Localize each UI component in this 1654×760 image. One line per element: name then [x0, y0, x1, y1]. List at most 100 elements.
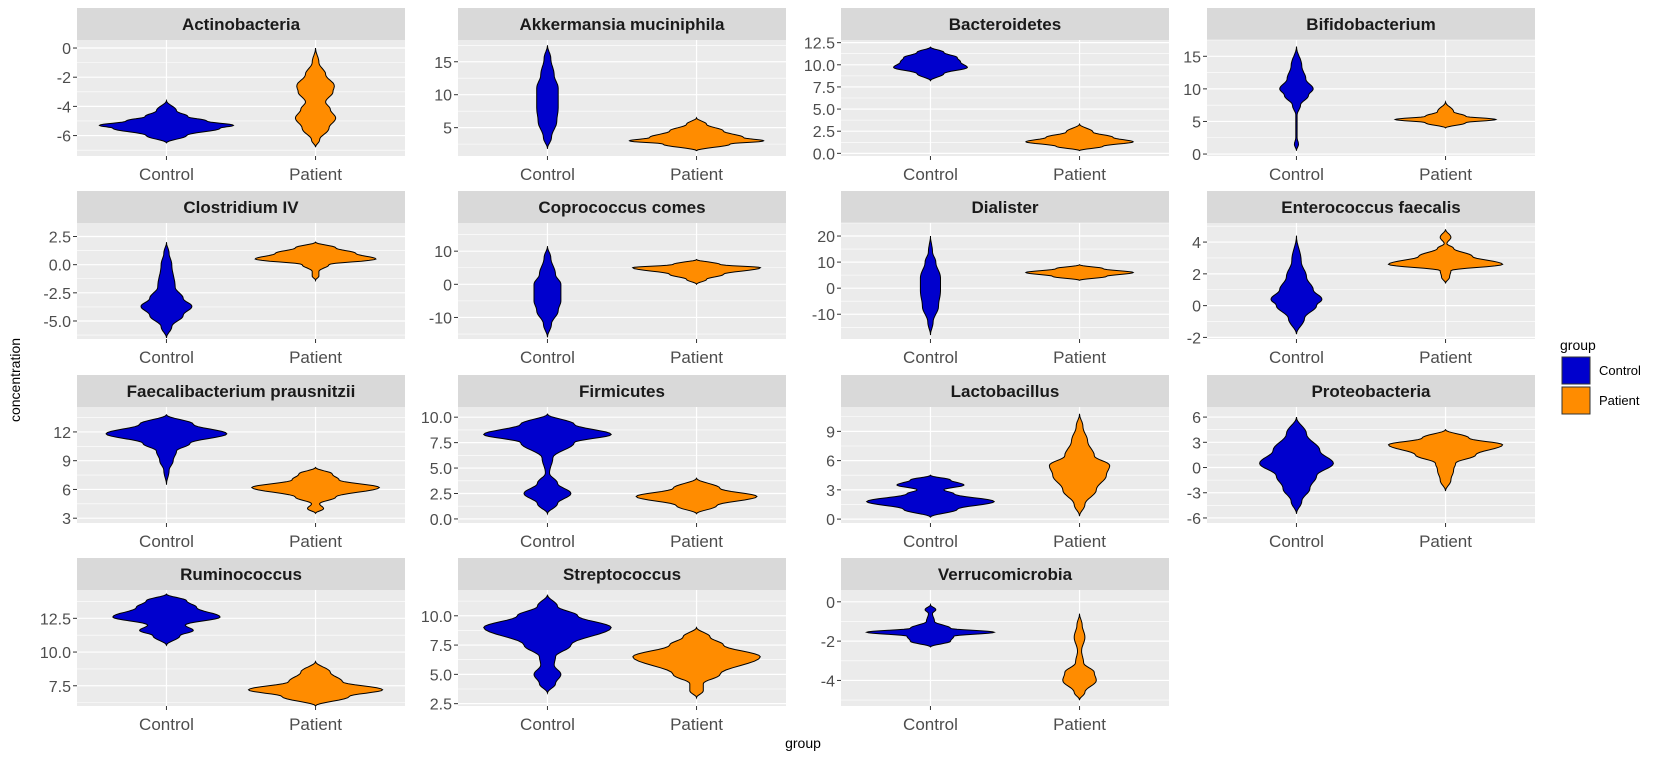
x-tick-label: Control [139, 348, 194, 367]
y-tick-label: 5.0 [430, 461, 452, 478]
x-tick-label: Control [520, 348, 575, 367]
violin-patient [1387, 428, 1504, 492]
facet-panel: Streptococcus 2.5 5.0 7.5 10.0 Control Patient [421, 558, 786, 734]
y-tick-label: 2.5 [430, 486, 452, 503]
violin-patient [1393, 100, 1498, 129]
violin-control [140, 242, 193, 338]
violin-control [864, 602, 996, 648]
x-tick-label: Patient [670, 532, 723, 551]
x-tick-label: Control [1269, 532, 1324, 551]
x-tick-label: Control [520, 165, 575, 184]
y-tick-label: -2 [57, 70, 71, 87]
facet-panel: Akkermansia muciniphila 5 10 15 Control Patie… [434, 8, 786, 184]
y-tick-label: 10.0 [421, 609, 452, 626]
x-tick-label: Patient [289, 348, 342, 367]
facet-panel: Coprococcus comes 10 0 -10 Control Patient [429, 191, 786, 367]
x-tick-label: Patient [289, 165, 342, 184]
panel-title: Clostridium IV [183, 198, 299, 217]
y-tick-label: 15 [434, 55, 452, 72]
x-tick-label: Patient [289, 715, 342, 734]
y-tick-label: 7.5 [49, 679, 71, 696]
facet-panel: Clostridium IV 2.5 0.0 -2.5 -5.0 Control Patie… [43, 191, 405, 367]
violin-control [1279, 46, 1314, 151]
panel-title: Lactobacillus [951, 382, 1060, 401]
y-tick-label: 0.0 [813, 146, 835, 163]
x-tick-label: Patient [289, 532, 342, 551]
strip-background [77, 558, 405, 590]
facet-panel: Bifidobacterium 0 5 10 15 Control Patient [1183, 8, 1535, 184]
x-tick-label: Patient [1419, 532, 1472, 551]
y-tick-label: -4 [821, 673, 835, 690]
y-tick-label: 4 [1192, 235, 1201, 252]
y-tick-label: -2.5 [43, 286, 71, 303]
y-tick-label: -2 [1187, 330, 1201, 347]
y-tick-label: -4 [57, 99, 71, 116]
strip-background [77, 375, 405, 407]
strip-background [77, 8, 405, 40]
y-tick-label: 15 [1183, 49, 1201, 66]
y-tick-label: 0 [826, 281, 835, 298]
plot-background [458, 590, 786, 706]
x-tick-label: Control [903, 532, 958, 551]
strip-background [841, 8, 1169, 40]
y-tick-label: 7.5 [430, 638, 452, 655]
strip-background [458, 558, 786, 590]
y-tick-label: 10.0 [40, 645, 71, 662]
violin-patient [1048, 413, 1111, 517]
x-tick-label: Control [903, 715, 958, 734]
plot-background [458, 223, 786, 339]
x-tick-label: Control [139, 165, 194, 184]
violin-control [893, 46, 969, 82]
y-tick-label: 0 [62, 41, 71, 58]
x-tick-label: Patient [1053, 715, 1106, 734]
x-tick-label: Control [139, 532, 194, 551]
x-tick-label: Patient [1053, 348, 1106, 367]
strip-background [458, 375, 786, 407]
y-tick-label: 10.0 [421, 410, 452, 427]
y-tick-label: -10 [812, 307, 835, 324]
violin-control [1270, 235, 1323, 335]
plot-background [77, 40, 405, 156]
violin-control [533, 246, 562, 338]
panel-title: Bifidobacterium [1306, 15, 1435, 34]
x-tick-label: Patient [670, 165, 723, 184]
legend-label: Control [1599, 363, 1641, 378]
violin-patient [631, 258, 762, 286]
plot-background [458, 407, 786, 523]
y-tick-label: 6 [62, 482, 71, 499]
y-tick-label: -6 [1187, 511, 1201, 528]
violin-patient [628, 116, 765, 152]
strip-background [458, 191, 786, 223]
violin-patient [1062, 613, 1097, 701]
x-tick-label: Control [520, 715, 575, 734]
panel-title: Firmicutes [579, 382, 665, 401]
y-tick-label: -6 [57, 129, 71, 146]
strip-background [77, 191, 405, 223]
y-tick-label: 6 [1192, 410, 1201, 427]
y-tick-label: 7.5 [430, 436, 452, 453]
y-tick-label: 0 [1192, 147, 1201, 164]
x-tick-label: Patient [670, 348, 723, 367]
y-tick-label: 0.0 [49, 258, 71, 275]
violin-control [105, 413, 228, 485]
legend-label: Patient [1599, 393, 1640, 408]
y-tick-label: 2.5 [430, 697, 452, 714]
y-tick-label: 5.0 [813, 102, 835, 119]
y-tick-label: 5.0 [430, 667, 452, 684]
panel-title: Bacteroidetes [949, 15, 1061, 34]
facet-panel: Dialister 20 10 0 -10 Control Patient [812, 191, 1169, 367]
x-tick-label: Control [1269, 348, 1324, 367]
violin-control [536, 45, 559, 149]
panel-title: Faecalibacterium prausnitzii [127, 382, 356, 401]
panel-title: Proteobacteria [1311, 382, 1431, 401]
panel-title: Ruminococcus [180, 565, 302, 584]
violin-patient [1387, 229, 1504, 284]
y-tick-label: 3 [826, 483, 835, 500]
x-tick-label: Patient [1419, 165, 1472, 184]
legend-title: group [1560, 337, 1596, 353]
y-tick-label: 0.0 [430, 512, 452, 529]
violin-control [1259, 417, 1334, 514]
x-tick-label: Control [903, 165, 958, 184]
